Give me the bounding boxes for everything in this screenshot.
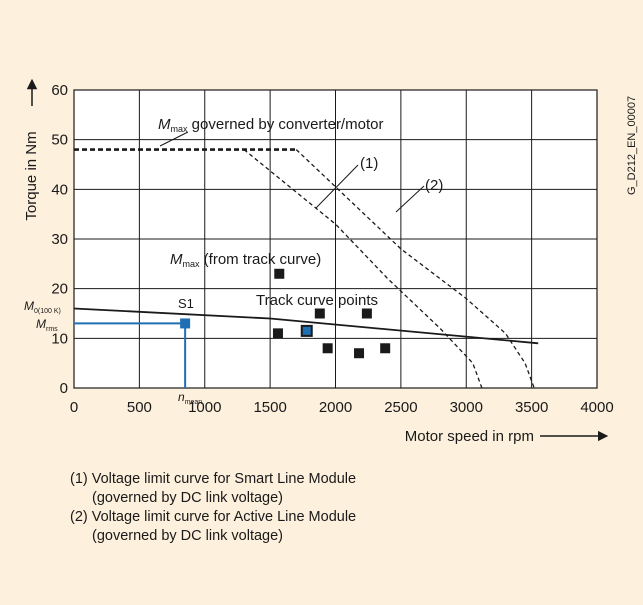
track-curve-point xyxy=(314,308,325,319)
track-curve-point xyxy=(322,343,333,354)
s1-point xyxy=(180,318,191,329)
labels-layer: Mmax governed by converter/motor Mmax (fr… xyxy=(24,116,443,406)
figure-id-label: G_D212_EN_00007 xyxy=(626,96,638,195)
curve2-leader xyxy=(395,185,425,213)
plot-frame xyxy=(73,89,598,389)
x-tick-label: 3500 xyxy=(515,399,548,416)
points-layer xyxy=(74,268,391,388)
x-tick-label: 2500 xyxy=(384,399,417,416)
legend-line-2: (governed by DC link voltage) xyxy=(92,490,284,506)
y-tick-label: 40 xyxy=(51,181,68,198)
legend-line-1: (1) Voltage limit curve for Smart Line M… xyxy=(70,471,357,487)
mmax-track-annotation: Mmax (from track curve) xyxy=(170,251,321,269)
x-tick-label: 3000 xyxy=(450,399,483,416)
plot-area: 0 500 1000 1500 2000 2500 3000 3500 4000 0 10 20 30 4… xyxy=(23,78,638,445)
track-curve-point xyxy=(274,268,285,279)
y-tick-label: 30 xyxy=(51,231,68,248)
x-tick-label: 0 xyxy=(70,399,78,416)
y-tick-label: 60 xyxy=(51,82,68,99)
y-tick-label: 20 xyxy=(51,281,68,298)
series-line xyxy=(73,307,539,345)
series-layer xyxy=(73,148,539,389)
torque-speed-chart: 0 500 1000 1500 2000 2500 3000 3500 4000 0 10 20 30 4… xyxy=(23,78,638,445)
x-axis-label: Motor speed in rpm xyxy=(405,428,534,445)
x-tick-label: 1500 xyxy=(253,399,286,416)
x-tick-label: 1000 xyxy=(188,399,221,416)
mrms-label: Mrms xyxy=(36,317,58,333)
y-tick-label: 0 xyxy=(60,380,68,397)
highlighted-track-point xyxy=(300,324,313,337)
legend-line-4: (governed by DC link voltage) xyxy=(92,528,284,544)
y-axis-label: Torque in Nm xyxy=(23,131,40,220)
track-curve-point xyxy=(380,343,391,354)
s1-label: S1 xyxy=(178,296,194,311)
legend-line-3: (2) Voltage limit curve for Active Line … xyxy=(70,509,357,525)
m0-label: M0(100 K) xyxy=(24,299,61,315)
legend: (1) Voltage limit curve for Smart Line M… xyxy=(70,470,356,546)
x-tick-label: 500 xyxy=(127,399,152,416)
series-line xyxy=(295,149,535,389)
series-line xyxy=(243,149,483,389)
mmax-motor-annotation: Mmax governed by converter/motor xyxy=(158,116,383,134)
track-points-annotation: Track curve points xyxy=(256,292,378,309)
x-tick-label: 4000 xyxy=(580,399,613,416)
nmean-label: nmean xyxy=(178,390,202,406)
x-tick-label: 2000 xyxy=(319,399,352,416)
track-curve-point xyxy=(354,348,365,359)
curve1-label: (1) xyxy=(360,155,378,172)
y-tick-label: 50 xyxy=(51,132,68,149)
track-curve-point xyxy=(361,308,372,319)
curve2-label: (2) xyxy=(425,177,443,194)
track-curve-point xyxy=(272,328,283,339)
curve1-leader xyxy=(315,164,359,209)
mmax-motor-leader xyxy=(159,131,189,147)
y-tick-label: 10 xyxy=(51,330,68,347)
